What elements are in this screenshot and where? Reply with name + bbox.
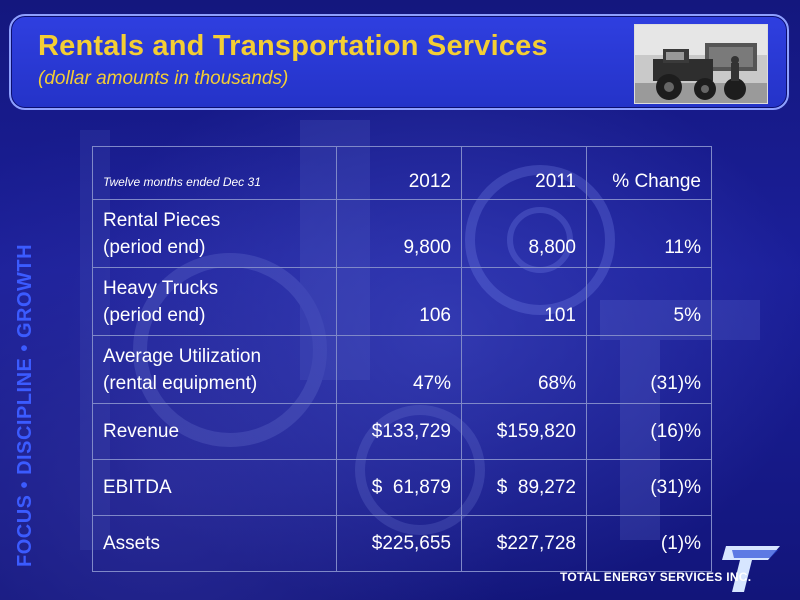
cell-change: (31)% — [586, 459, 712, 516]
cell-2012: 106 — [336, 267, 462, 336]
row-label-line1: Heavy Trucks — [103, 277, 219, 299]
row-label-line2: (period end) — [103, 304, 206, 326]
cell-change: (1)% — [586, 515, 712, 572]
cell-2012: 9,800 — [336, 199, 462, 268]
table-header-2012: 2012 — [336, 146, 462, 200]
cell-2012: 47% — [336, 335, 462, 404]
cell-change: 5% — [586, 267, 712, 336]
cell-2012: $225,655 — [336, 515, 462, 572]
cell-change: (31)% — [586, 335, 712, 404]
row-label: Heavy Trucks (period end) — [92, 267, 337, 336]
cell-2011: 8,800 — [461, 199, 587, 268]
cell-2012: $ 61,879 — [336, 459, 462, 516]
table-header-label: Twelve months ended Dec 31 — [92, 146, 337, 200]
side-tagline: FOCUS • DISCIPLINE • GROWTH — [14, 243, 36, 567]
cell-2011: $227,728 — [461, 515, 587, 572]
cell-change: 11% — [586, 199, 712, 268]
row-label-line2: (period end) — [103, 236, 206, 258]
row-label-line2: (rental equipment) — [103, 372, 258, 394]
row-label: EBITDA — [92, 459, 337, 516]
table-header-row: Twelve months ended Dec 31 2012 2011 % C… — [92, 146, 712, 200]
cell-2011: $ 89,272 — [461, 459, 587, 516]
page-subtitle: (dollar amounts in thousands) — [38, 68, 289, 89]
table-row: Average Utilization (rental equipment) 47… — [92, 335, 712, 404]
truck-photo — [634, 24, 768, 104]
row-label: Average Utilization (rental equipment) — [92, 335, 337, 404]
total-energy-logo-icon — [722, 546, 780, 592]
row-label: Rental Pieces (period end) — [92, 199, 337, 268]
cell-2012: $133,729 — [336, 403, 462, 460]
table-row: Rental Pieces (period end) 9,800 8,800 11… — [92, 199, 712, 268]
row-label-line1: Rental Pieces — [103, 209, 221, 231]
cell-2011: 101 — [461, 267, 587, 336]
table-header-change: % Change — [586, 146, 712, 200]
cell-2011: 68% — [461, 335, 587, 404]
table-row: Assets $225,655 $227,728 (1)% — [92, 515, 712, 572]
cell-2011: $159,820 — [461, 403, 587, 460]
company-name: TOTAL ENERGY SERVICES INC. — [560, 570, 752, 584]
financial-table: Twelve months ended Dec 31 2012 2011 % C… — [92, 146, 712, 572]
row-label: Revenue — [92, 403, 337, 460]
table-row: EBITDA $ 61,879 $ 89,272 (31)% — [92, 459, 712, 516]
row-label: Assets — [92, 515, 337, 572]
table-row: Revenue $133,729 $159,820 (16)% — [92, 403, 712, 460]
cell-change: (16)% — [586, 403, 712, 460]
table-row: Heavy Trucks (period end) 106 101 5% — [92, 267, 712, 336]
table-header-2011: 2011 — [461, 146, 587, 200]
header-banner: Rentals and Transportation Services (dol… — [9, 14, 789, 110]
page-title: Rentals and Transportation Services — [38, 30, 548, 62]
row-label-line1: Average Utilization — [103, 345, 262, 367]
